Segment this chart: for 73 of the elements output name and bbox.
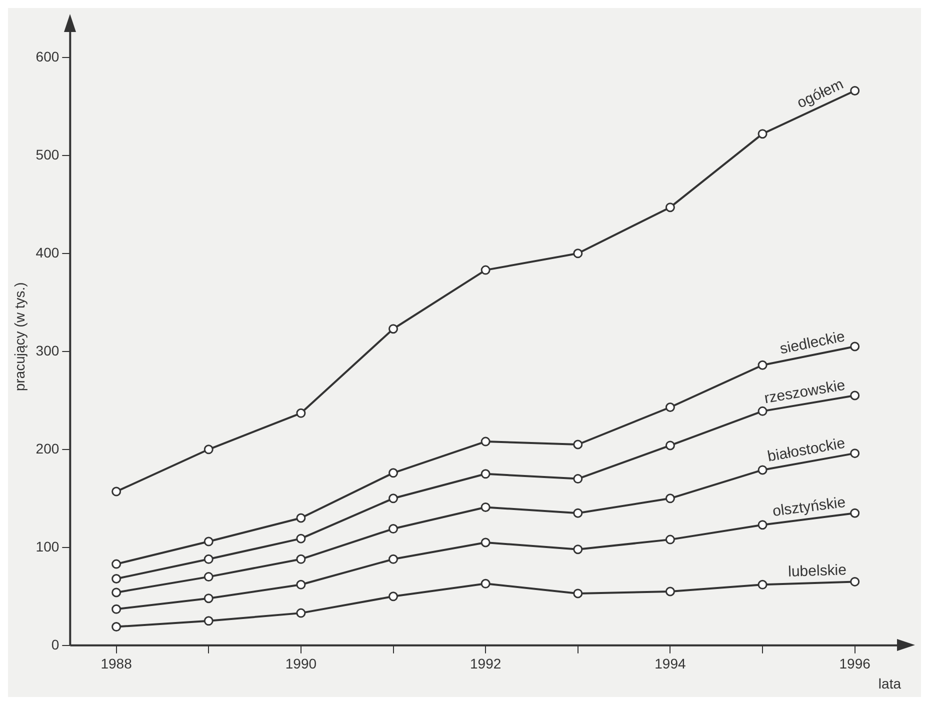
point <box>850 86 860 96</box>
point <box>665 202 675 212</box>
point <box>388 494 398 504</box>
point <box>665 494 675 504</box>
y-tick-label: 200 <box>36 440 60 456</box>
point <box>850 390 860 400</box>
point <box>758 580 768 590</box>
y-tick-label: 300 <box>36 342 60 358</box>
point <box>204 572 214 582</box>
text: rzeszowskie <box>763 376 846 408</box>
point <box>573 544 583 554</box>
point <box>573 440 583 450</box>
point <box>204 444 214 454</box>
point <box>388 524 398 534</box>
text: olsztyńskie <box>772 494 846 520</box>
y-tick-label: 100 <box>36 538 60 554</box>
point <box>573 474 583 484</box>
point <box>112 574 122 584</box>
text: siedleckie <box>778 328 846 358</box>
point <box>850 508 860 518</box>
point <box>573 508 583 518</box>
point <box>296 608 306 618</box>
point <box>850 576 860 586</box>
text: białostockie <box>766 434 846 466</box>
y-tick-label: 600 <box>36 48 60 64</box>
y-tick-label: 0 <box>51 636 60 652</box>
point <box>665 586 675 596</box>
point <box>573 248 583 258</box>
y-axis-title: pracujący (w tys.) <box>11 282 28 392</box>
point <box>758 129 768 139</box>
x-axis-title: lata <box>878 675 902 692</box>
point <box>850 448 860 458</box>
y-tick-label: 400 <box>36 244 60 260</box>
point <box>665 440 675 450</box>
point <box>850 342 860 352</box>
point <box>388 592 398 602</box>
point <box>388 554 398 564</box>
point <box>112 588 122 598</box>
point <box>112 622 122 632</box>
x-tick-label: 1996 <box>839 656 871 672</box>
point <box>112 559 122 569</box>
y-tick-label: 500 <box>36 146 60 162</box>
point <box>388 324 398 334</box>
point <box>296 513 306 523</box>
point <box>112 604 122 614</box>
point <box>204 594 214 604</box>
point <box>204 554 214 564</box>
point <box>758 465 768 475</box>
point <box>480 265 490 275</box>
point <box>296 408 306 418</box>
point <box>573 588 583 598</box>
point <box>296 554 306 564</box>
point <box>204 616 214 626</box>
point <box>480 578 490 588</box>
point <box>758 406 768 416</box>
point <box>480 436 490 446</box>
point <box>388 468 398 478</box>
x-tick-label: 1990 <box>285 656 317 672</box>
x-tick-label: 1992 <box>470 656 502 672</box>
point <box>665 402 675 412</box>
point <box>296 580 306 590</box>
x-tick-label: 1988 <box>100 656 132 672</box>
point <box>480 502 490 512</box>
point <box>758 520 768 530</box>
point <box>112 486 122 496</box>
point <box>480 469 490 479</box>
x-tick-label: 1994 <box>654 656 686 672</box>
point <box>665 534 675 544</box>
point <box>758 360 768 370</box>
point <box>480 538 490 548</box>
point <box>296 534 306 544</box>
point <box>204 536 214 546</box>
series-label: lubelskie <box>788 562 847 580</box>
